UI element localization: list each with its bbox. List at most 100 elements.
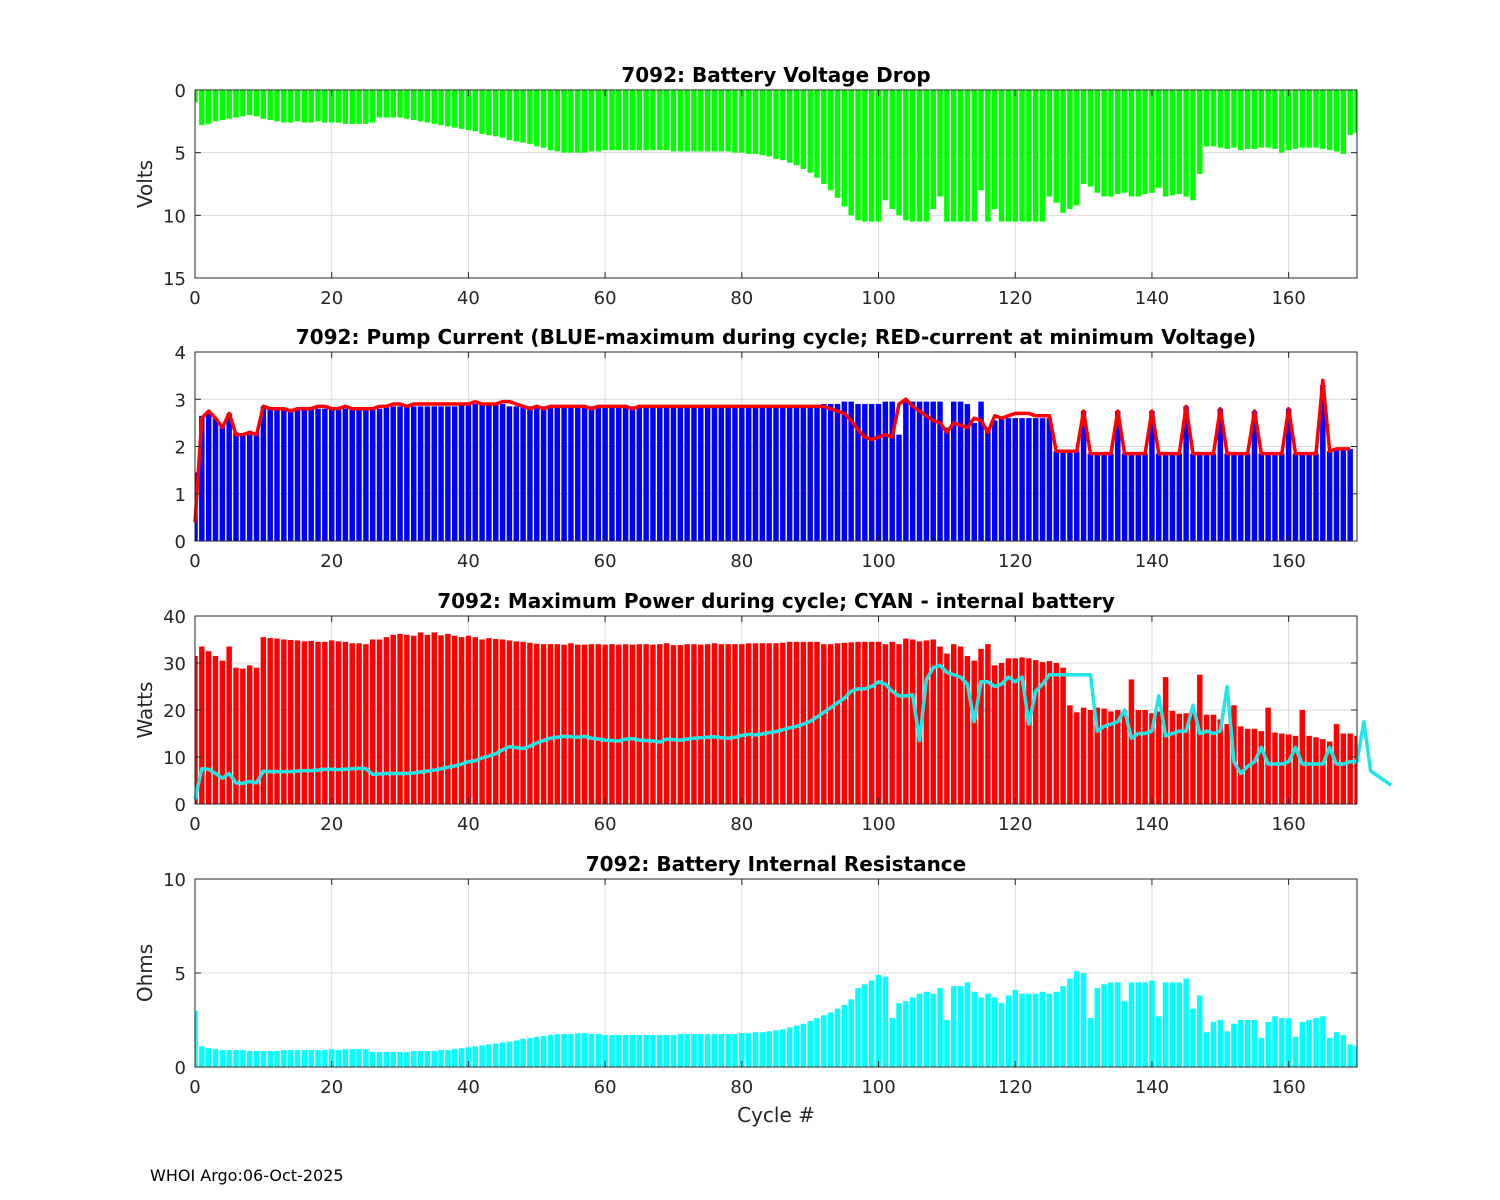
y-tick-label: 4 xyxy=(175,343,186,364)
bar xyxy=(335,641,342,804)
bar xyxy=(909,90,916,222)
bar xyxy=(1265,1021,1271,1067)
bar xyxy=(1026,658,1032,804)
panel-1: 0 20 40 60 80 100 120 140 160 0 5 10 15 7092: Battery… xyxy=(133,63,1358,309)
bar xyxy=(1190,1008,1196,1067)
bar xyxy=(1012,90,1018,222)
x-tick-label: 40 xyxy=(457,551,480,572)
bar xyxy=(438,635,444,804)
x-tick-label: 20 xyxy=(320,814,343,835)
bar xyxy=(1026,418,1032,541)
bar xyxy=(438,406,444,541)
bar xyxy=(513,90,519,142)
bar xyxy=(199,646,205,804)
bar xyxy=(609,1035,615,1067)
bar xyxy=(1033,90,1039,222)
bar xyxy=(267,408,273,541)
bar xyxy=(752,406,759,541)
chart-title: 7092: Pump Current (BLUE-maximum during … xyxy=(296,325,1256,349)
bar xyxy=(677,645,684,804)
bar xyxy=(561,90,567,153)
bar xyxy=(1347,1044,1353,1067)
bar xyxy=(1128,982,1135,1067)
bar xyxy=(1033,660,1039,804)
bar xyxy=(294,408,301,541)
y-tick-label: 0 xyxy=(175,795,186,816)
bar xyxy=(1128,90,1135,197)
bar xyxy=(588,90,595,152)
bar xyxy=(1060,90,1066,213)
bar xyxy=(882,644,889,804)
bar xyxy=(1251,411,1258,541)
bar xyxy=(1238,90,1244,151)
x-tick-label: 60 xyxy=(594,288,617,309)
bar xyxy=(896,434,902,541)
bar xyxy=(807,1020,813,1067)
bar xyxy=(253,1051,260,1067)
bar xyxy=(301,90,308,123)
bar xyxy=(342,408,349,541)
bar xyxy=(1217,719,1224,804)
x-tick-label: 40 xyxy=(457,1077,480,1098)
bar xyxy=(1347,90,1353,136)
bar xyxy=(1033,418,1039,541)
bar xyxy=(1074,90,1080,206)
bar xyxy=(1162,677,1169,804)
bar xyxy=(233,90,239,118)
x-tick-label: 120 xyxy=(998,1077,1032,1098)
bar xyxy=(1108,90,1114,197)
bar xyxy=(1354,735,1357,804)
bar xyxy=(404,1051,410,1067)
bar xyxy=(1244,453,1251,541)
bar xyxy=(581,1033,588,1067)
y-tick-label: 0 xyxy=(175,81,186,102)
bar xyxy=(786,1027,793,1067)
bar xyxy=(1326,741,1333,804)
bar xyxy=(1217,90,1224,148)
bar xyxy=(848,90,854,216)
bar xyxy=(287,90,294,123)
bar xyxy=(534,406,540,541)
series-bars-1 xyxy=(195,385,1353,541)
bar xyxy=(909,639,916,804)
bar xyxy=(998,1003,1005,1067)
bar xyxy=(1019,993,1025,1067)
bar xyxy=(944,653,950,804)
bar xyxy=(1190,453,1196,541)
bar xyxy=(363,1049,369,1067)
bar xyxy=(1272,453,1278,541)
bar xyxy=(1169,453,1176,541)
bar xyxy=(862,403,868,541)
bar xyxy=(1272,90,1278,149)
bar xyxy=(650,90,656,151)
bar xyxy=(328,408,335,541)
bar xyxy=(1258,90,1265,148)
bar xyxy=(875,974,882,1067)
bar xyxy=(985,644,991,804)
bar xyxy=(287,408,294,541)
bar xyxy=(486,403,492,541)
bar xyxy=(1285,1018,1292,1067)
bar xyxy=(773,90,779,159)
bar xyxy=(629,644,636,804)
bar xyxy=(431,90,437,124)
bar xyxy=(684,1034,690,1067)
bar xyxy=(1231,90,1237,148)
bar xyxy=(684,644,690,804)
bar xyxy=(1299,710,1306,804)
bar xyxy=(773,643,779,804)
bar xyxy=(698,90,704,152)
bar xyxy=(1046,418,1053,541)
bar xyxy=(1121,453,1128,541)
bar xyxy=(1135,90,1142,197)
bar xyxy=(267,638,273,804)
bar xyxy=(363,90,369,124)
bar xyxy=(1101,708,1107,804)
bar xyxy=(472,1046,478,1067)
bar xyxy=(1169,710,1176,804)
bar xyxy=(800,90,807,169)
bar xyxy=(397,406,403,541)
bar xyxy=(1005,418,1012,541)
bar xyxy=(609,644,615,804)
bar xyxy=(199,1046,205,1067)
